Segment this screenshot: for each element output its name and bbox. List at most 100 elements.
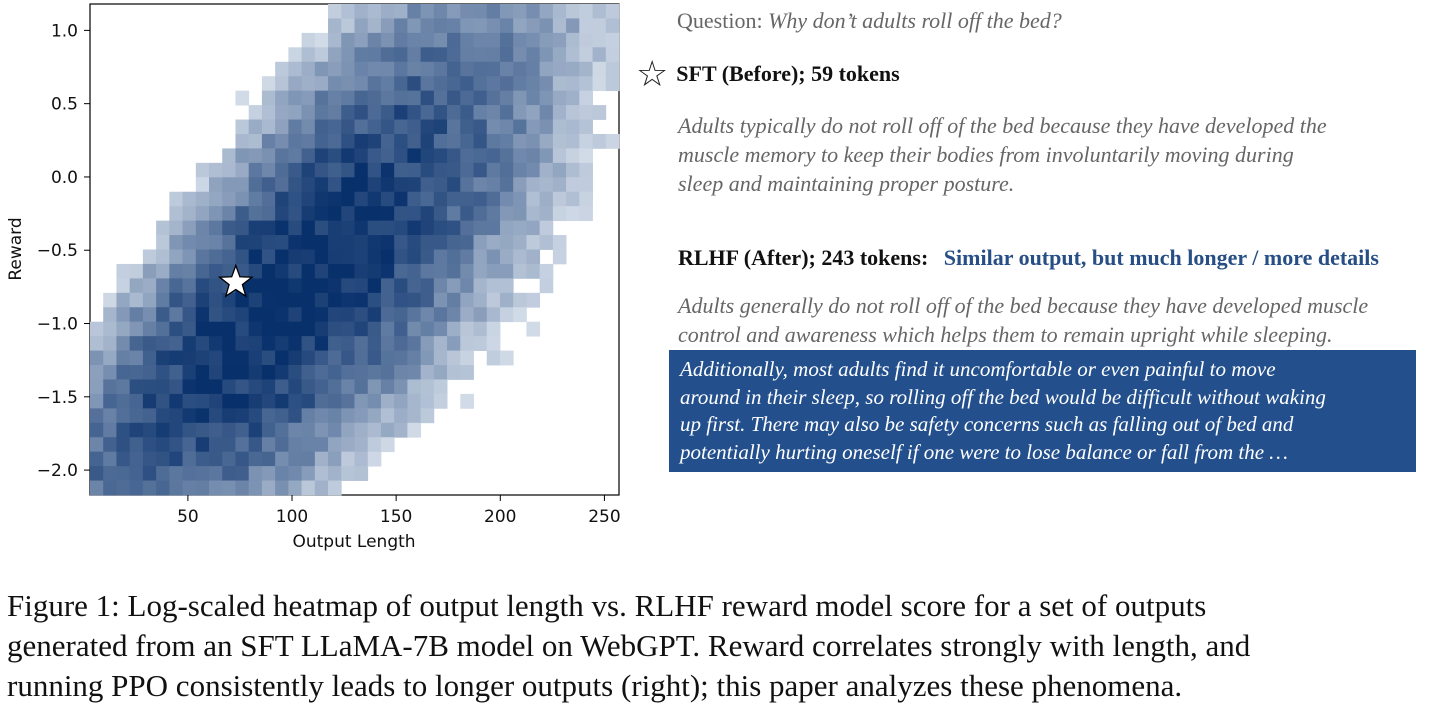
heatmap-cell — [433, 32, 448, 48]
heatmap-cell — [486, 177, 501, 193]
heatmap-cell — [235, 133, 250, 149]
heatmap-cell — [209, 466, 223, 481]
heatmap-cell — [552, 76, 567, 92]
heatmap-cell — [605, 18, 620, 34]
heatmap-cell — [328, 307, 342, 323]
heatmap-cell — [301, 393, 316, 409]
heatmap-cell — [420, 263, 435, 279]
heatmap-cell — [275, 278, 289, 294]
heatmap-cell — [499, 220, 514, 236]
heatmap-cell — [407, 422, 422, 438]
heatmap-cell — [116, 321, 131, 337]
heatmap-cell — [420, 191, 435, 207]
heatmap-cell — [539, 90, 554, 106]
heatmap-cell — [460, 133, 474, 149]
heatmap-cell — [394, 61, 408, 77]
heatmap-cell — [288, 220, 303, 236]
heatmap-cell — [447, 220, 461, 236]
heatmap-cell — [433, 206, 448, 222]
heatmap-cell — [235, 422, 250, 438]
heatmap-cell — [486, 148, 501, 164]
x-axis-label: Output Length — [292, 532, 415, 552]
heatmap-cell — [499, 350, 514, 366]
heatmap-cell — [328, 32, 342, 48]
heatmap-cell — [447, 32, 461, 48]
heatmap-cell — [566, 4, 580, 19]
heatmap-cell — [261, 191, 276, 207]
heatmap-cell — [195, 206, 210, 222]
heatmap-cell — [407, 321, 422, 337]
heatmap-cell — [579, 32, 593, 48]
heatmap-cell — [447, 162, 461, 178]
heatmap-cell — [526, 177, 541, 193]
heatmap-cell — [116, 278, 131, 294]
heatmap-cell — [341, 4, 355, 19]
heatmap-cell — [116, 336, 131, 351]
heatmap-cell — [103, 350, 117, 366]
heatmap-cell — [103, 466, 117, 481]
heatmap-cell — [301, 235, 316, 250]
heatmap-cell — [222, 148, 236, 164]
heatmap-cell — [142, 350, 157, 366]
heatmap-cell — [156, 249, 170, 265]
rlhf-line: Adults generally do not roll off of the … — [678, 293, 1369, 318]
heatmap-cell — [103, 336, 117, 351]
heatmap-cell — [354, 90, 369, 106]
heatmap-cell — [341, 191, 355, 207]
heatmap-cell — [156, 336, 170, 351]
heatmap-cell — [460, 61, 474, 77]
heatmap-cell — [261, 76, 276, 92]
heatmap-cell — [513, 162, 527, 178]
heatmap-cell — [433, 133, 448, 149]
heatmap-cell — [275, 365, 289, 380]
heatmap-cell — [209, 393, 223, 409]
heatmap-cell — [420, 133, 435, 149]
heatmap-cell — [420, 61, 435, 77]
heatmap-cell — [116, 263, 131, 279]
heatmap-cell — [301, 220, 316, 236]
heatmap-cell — [354, 307, 369, 323]
heatmap-cell — [314, 336, 329, 351]
heatmap-cell — [235, 451, 250, 467]
heatmap-cell — [380, 162, 395, 178]
heatmap-cell — [473, 336, 488, 351]
star-marker — [217, 263, 254, 298]
heatmap-cell — [407, 191, 422, 207]
rlhf-heading-row: RLHF (After); 243 tokens: Similar output… — [678, 245, 1379, 271]
heatmap-cell — [328, 148, 342, 164]
heatmap-cell — [314, 206, 329, 222]
heatmap-cell — [460, 191, 474, 207]
heatmap-cell — [605, 133, 620, 149]
heatmap-cell — [380, 191, 395, 207]
heatmap-cell — [341, 90, 355, 106]
heatmap-cell — [328, 206, 342, 222]
heatmap-cell — [367, 336, 382, 351]
heatmap-cell — [367, 307, 382, 323]
heatmap-cell — [367, 365, 382, 380]
heatmap-cell — [103, 437, 117, 453]
heatmap-cell — [328, 4, 342, 19]
heatmap-cell — [473, 148, 488, 164]
heatmap-cell — [552, 206, 567, 222]
heatmap-cell — [539, 278, 554, 294]
heatmap-cell — [248, 177, 263, 193]
heatmap-cell — [605, 4, 620, 19]
heatmap-cell — [142, 466, 157, 481]
heatmap-cell — [235, 408, 250, 424]
heatmap-cell — [367, 437, 382, 453]
heatmap-cell — [579, 162, 593, 178]
heatmap-cell — [407, 47, 422, 63]
heatmap-cell — [354, 321, 369, 337]
heatmap-cell — [248, 466, 263, 481]
heatmap-cell — [235, 148, 250, 164]
heatmap-cell — [314, 451, 329, 467]
heatmap-cell — [486, 191, 501, 207]
heatmap-cell — [407, 408, 422, 424]
heatmap-cell — [513, 307, 527, 323]
heatmap-cell — [195, 451, 210, 467]
heatmap-cell — [195, 422, 210, 438]
y-tick-label: 0.0 — [51, 168, 78, 188]
heatmap-cell — [341, 61, 355, 77]
heatmap-cell — [367, 278, 382, 294]
heatmap-cell — [116, 466, 131, 481]
